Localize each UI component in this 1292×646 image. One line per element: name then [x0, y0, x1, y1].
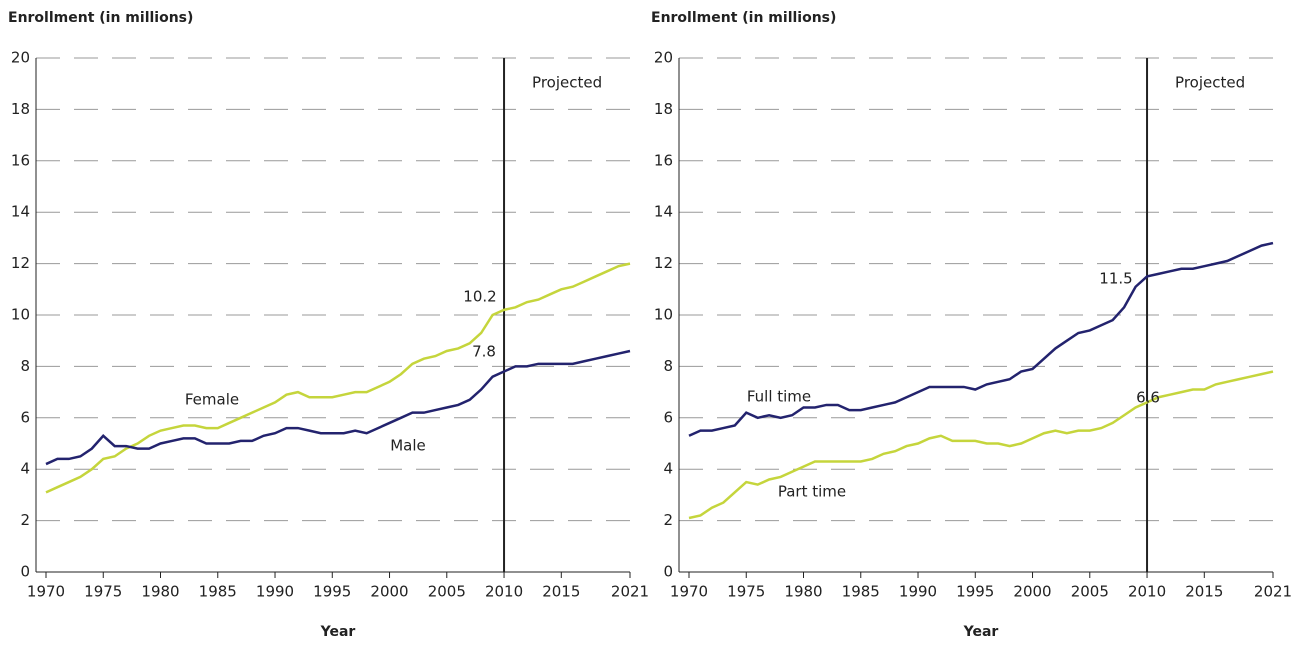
y-tick-label: 8	[663, 357, 673, 375]
y-tick-label: 10	[654, 306, 673, 324]
x-tick-label: 2015	[542, 583, 580, 601]
x-tick-label: 1980	[141, 583, 179, 601]
y-tick-label: 10	[11, 306, 30, 324]
y-tick-label: 0	[663, 563, 673, 581]
y-tick-label: 6	[663, 408, 673, 426]
x-tick-label: 2010	[1128, 583, 1166, 601]
projection-label: Projected	[1175, 74, 1245, 92]
y-axis-title: Enrollment (in millions)	[651, 10, 836, 26]
y-tick-label: 0	[20, 563, 30, 581]
x-axis-title: Year	[320, 624, 356, 640]
x-tick-label: 1995	[313, 583, 351, 601]
y-tick-label: 2	[20, 511, 30, 529]
x-tick-label: 1985	[842, 583, 880, 601]
y-tick-label: 16	[654, 151, 673, 169]
y-tick-label: 14	[11, 203, 30, 221]
x-tick-label: 2000	[1013, 583, 1051, 601]
projection-label: Projected	[532, 74, 602, 92]
series-line	[45, 262, 631, 494]
value-label: 11.5	[1099, 270, 1132, 288]
series-label: Female	[185, 391, 239, 409]
series-line	[45, 349, 631, 466]
x-tick-label: 2000	[370, 583, 408, 601]
y-tick-label: 14	[654, 203, 673, 221]
x-tick-label: 1980	[784, 583, 822, 601]
y-axis-title: Enrollment (in millions)	[8, 10, 193, 26]
x-tick-label: 2005	[1071, 583, 1109, 601]
x-tick-label: 1995	[956, 583, 994, 601]
y-tick-label: 6	[20, 408, 30, 426]
y-tick-label: 8	[20, 357, 30, 375]
value-label: 7.8	[472, 343, 496, 361]
x-tick-label: 1970	[27, 583, 65, 601]
x-tick-label: 1970	[670, 583, 708, 601]
y-tick-label: 12	[11, 254, 30, 272]
y-tick-label: 12	[654, 254, 673, 272]
y-tick-label: 20	[654, 49, 673, 67]
y-tick-label: 16	[11, 151, 30, 169]
x-tick-label: 1990	[256, 583, 294, 601]
y-tick-label: 2	[663, 511, 673, 529]
value-label: 6.6	[1136, 389, 1160, 407]
x-tick-label: 2021	[1254, 583, 1292, 601]
y-tick-label: 4	[663, 460, 673, 478]
series-label: Part time	[778, 483, 846, 501]
series-line	[688, 241, 1274, 437]
y-tick-label: 20	[11, 49, 30, 67]
x-tick-label: 1990	[899, 583, 937, 601]
y-tick-label: 4	[20, 460, 30, 478]
x-tick-label: 1975	[727, 583, 765, 601]
x-tick-label: 1985	[199, 583, 237, 601]
x-tick-label: 2021	[611, 583, 649, 601]
x-tick-label: 2015	[1185, 583, 1223, 601]
x-tick-label: 1975	[84, 583, 122, 601]
series-label: Male	[390, 437, 426, 455]
series-label: Full time	[747, 388, 811, 406]
value-label: 10.2	[463, 288, 496, 306]
y-tick-label: 18	[11, 100, 30, 118]
x-axis-title: Year	[963, 624, 999, 640]
series-line	[688, 370, 1274, 520]
y-tick-label: 18	[654, 100, 673, 118]
x-tick-label: 2010	[485, 583, 523, 601]
x-tick-label: 2005	[428, 583, 466, 601]
